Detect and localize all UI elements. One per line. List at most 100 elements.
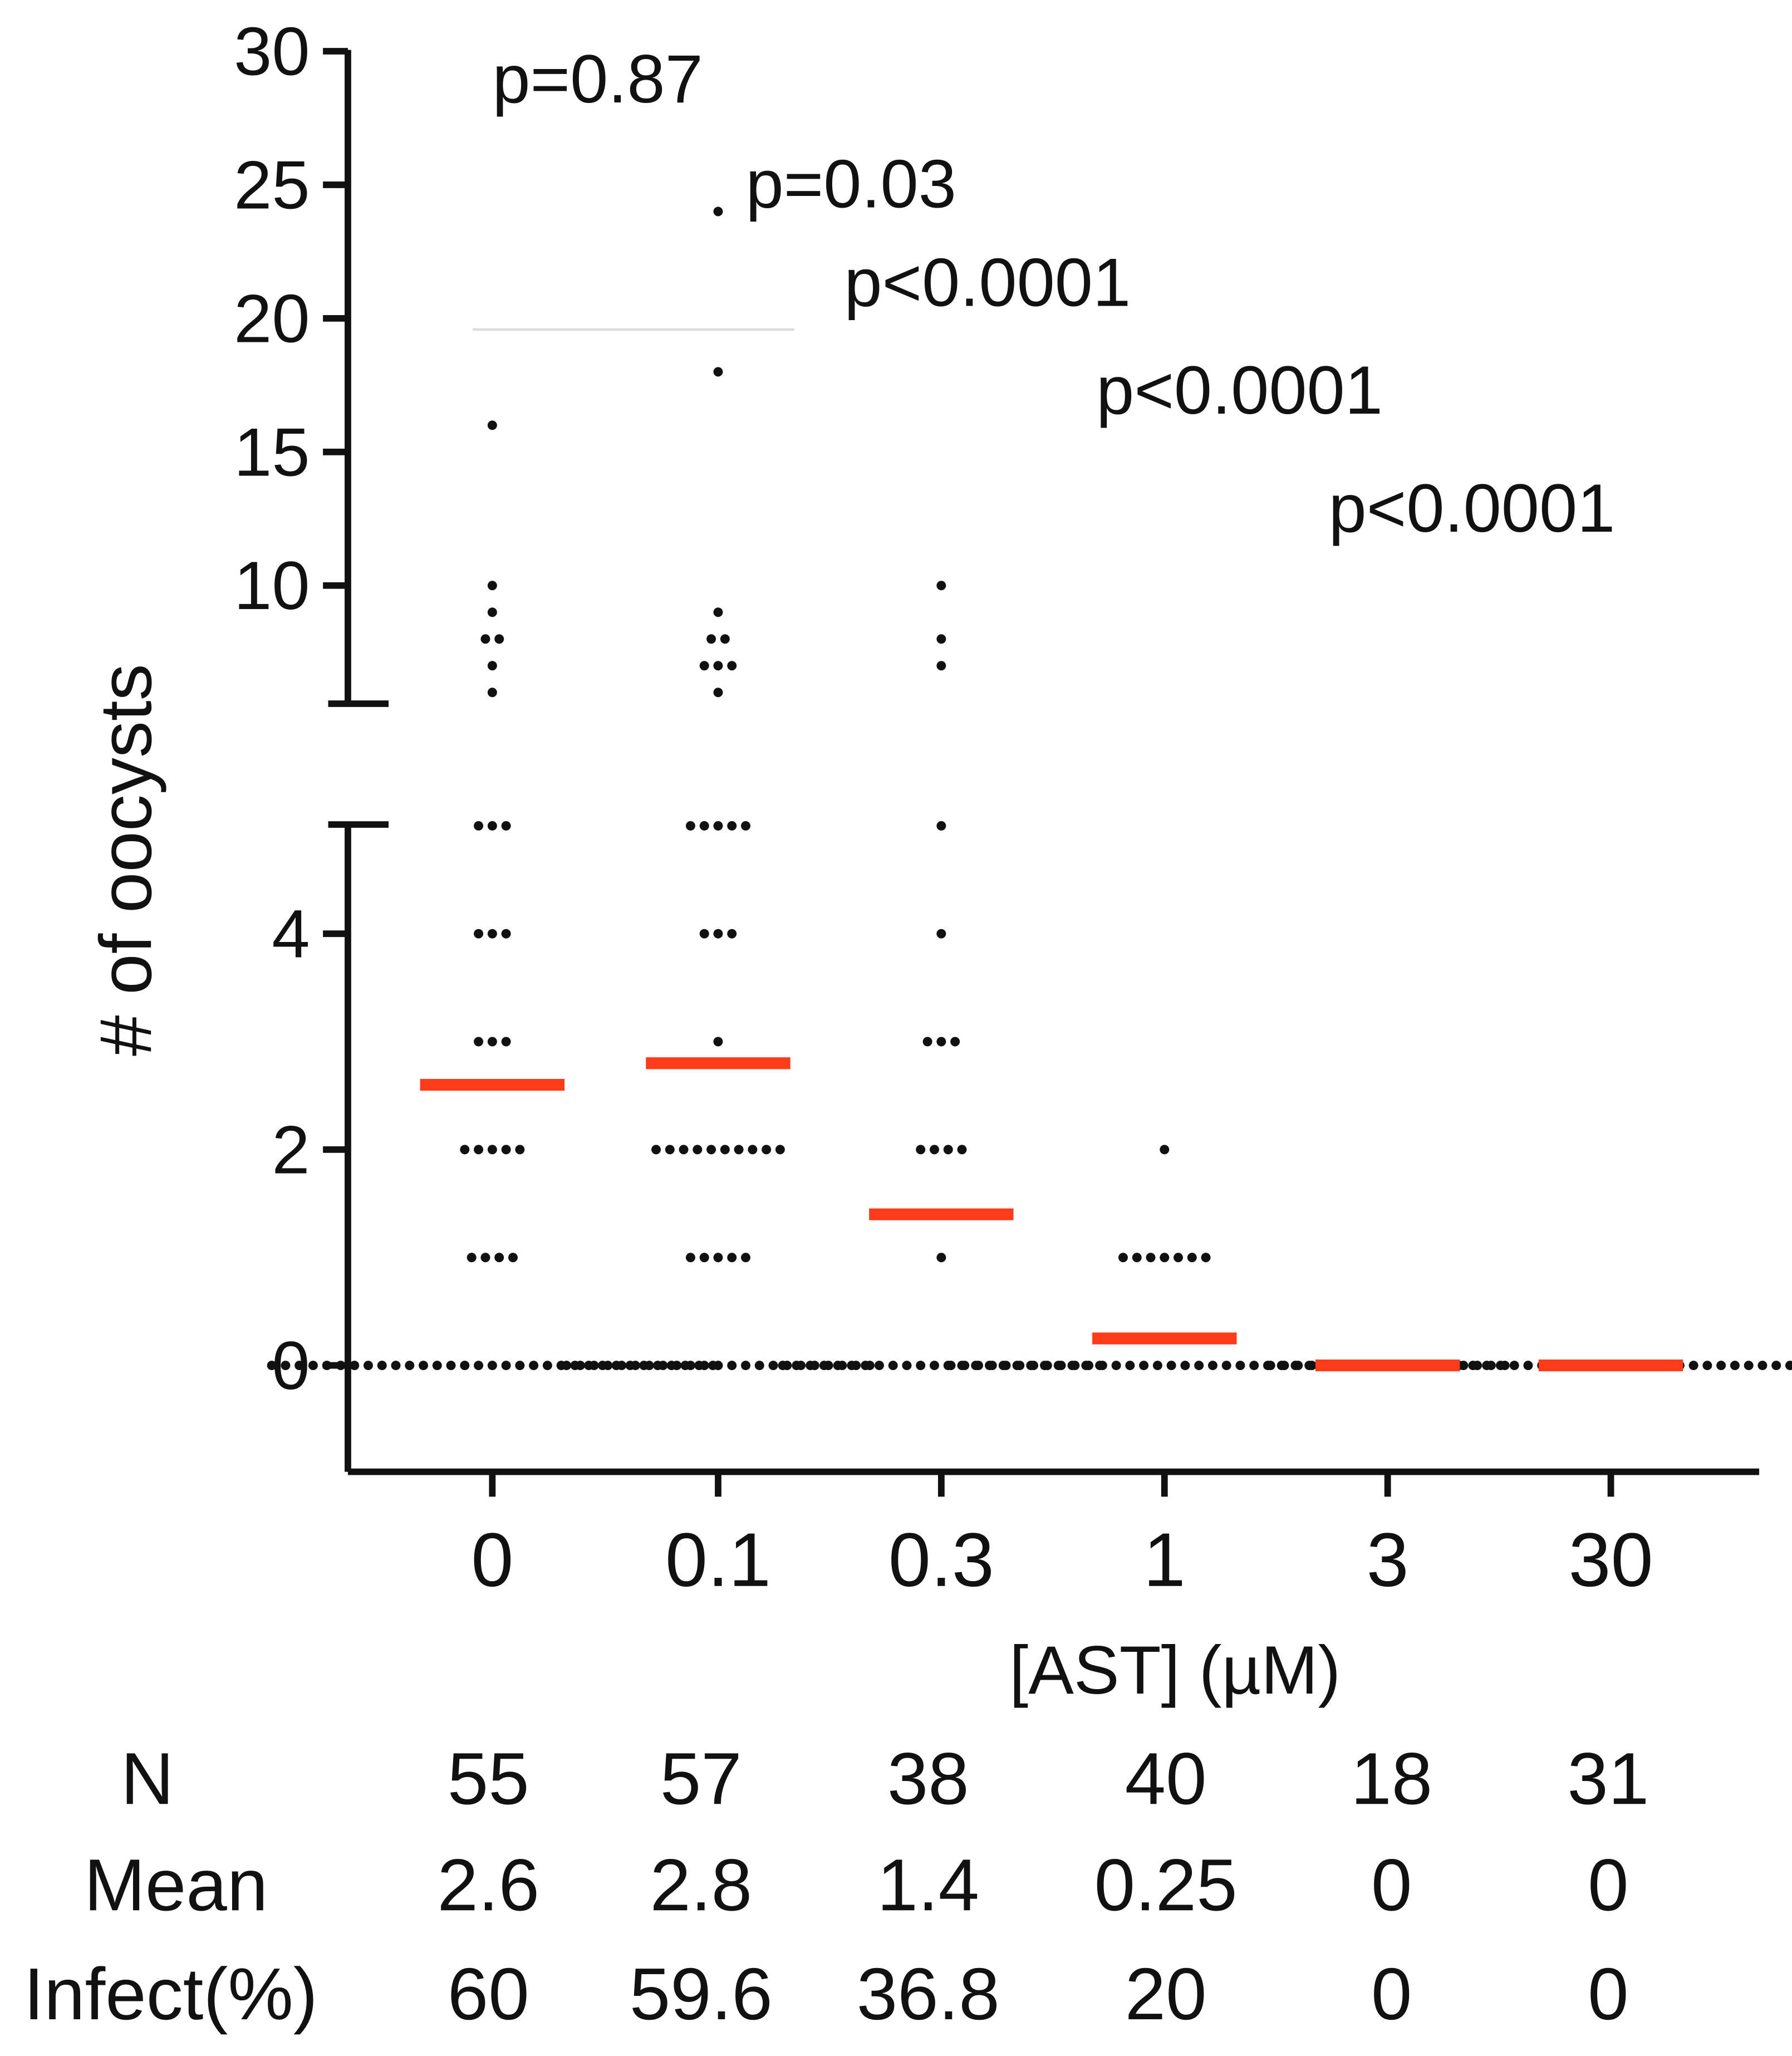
data-point <box>734 1145 744 1155</box>
data-point <box>501 929 511 939</box>
data-point <box>487 581 497 591</box>
data-point <box>727 929 737 939</box>
data-point <box>1152 1361 1162 1371</box>
data-point <box>1509 1361 1519 1371</box>
table-cell: 38 <box>887 1737 969 1819</box>
data-point <box>922 1037 932 1047</box>
data-point <box>1146 1253 1156 1263</box>
data-point <box>391 1361 401 1371</box>
data-point <box>487 420 497 430</box>
data-point <box>727 661 737 671</box>
table-cell: 40 <box>1125 1737 1207 1819</box>
data-point <box>727 1361 737 1371</box>
data-point <box>1249 1361 1259 1371</box>
data-point <box>699 1253 709 1263</box>
data-point <box>946 1361 956 1371</box>
data-point <box>1207 1361 1217 1371</box>
y-tick-label: 25 <box>234 146 310 223</box>
data-point <box>501 1145 511 1155</box>
data-point <box>693 1145 703 1155</box>
data-point <box>861 1361 871 1371</box>
data-point <box>487 661 497 671</box>
data-point <box>1042 1361 1052 1371</box>
data-point <box>1307 1361 1317 1371</box>
p-value-label: p=0.87 <box>492 41 703 117</box>
data-point <box>281 1361 291 1371</box>
table-cell: 31 <box>1567 1737 1649 1819</box>
data-point <box>460 1361 470 1371</box>
table-cell: 2.6 <box>437 1843 539 1926</box>
data-point <box>474 1037 484 1047</box>
data-point <box>377 1361 387 1371</box>
data-point <box>960 1361 970 1371</box>
data-point <box>1160 1145 1170 1155</box>
data-point <box>589 1361 599 1371</box>
data-point <box>713 688 723 698</box>
data-point <box>706 634 716 644</box>
data-point <box>727 1253 737 1263</box>
data-point <box>419 1361 429 1371</box>
data-point <box>474 821 484 831</box>
data-point <box>508 1253 518 1263</box>
data-point <box>617 1361 627 1371</box>
data-point <box>775 1145 785 1155</box>
data-point <box>768 1361 778 1371</box>
table-cell: 0 <box>1588 1952 1628 2035</box>
data-point <box>575 1361 585 1371</box>
y-tick-label: 2 <box>272 1111 310 1188</box>
table-cell: 0 <box>1371 1952 1412 2035</box>
data-point <box>542 1361 552 1371</box>
y-tick-label: 30 <box>234 13 310 89</box>
data-point <box>363 1361 373 1371</box>
y-axis-label: # of oocysts <box>84 664 166 1056</box>
data-point <box>1029 1361 1039 1371</box>
data-point <box>713 1253 723 1263</box>
data-point <box>1070 1361 1080 1371</box>
data-point <box>1166 1361 1176 1371</box>
data-point <box>706 1145 716 1155</box>
data-point <box>1056 1361 1066 1371</box>
data-point <box>487 1037 497 1047</box>
data-point <box>1688 1361 1698 1371</box>
x-tick-label: 0.3 <box>888 1517 994 1602</box>
data-point <box>1730 1361 1740 1371</box>
data-point <box>973 1361 983 1371</box>
data-point <box>487 821 497 831</box>
data-point <box>713 207 723 217</box>
data-point <box>1523 1361 1533 1371</box>
data-point <box>672 1361 682 1371</box>
data-point <box>630 1361 640 1371</box>
x-tick-label: 1 <box>1143 1517 1186 1602</box>
table-cell: 0.25 <box>1094 1843 1238 1926</box>
p-value-label: p=0.03 <box>745 146 956 222</box>
data-point <box>1235 1361 1245 1371</box>
data-point <box>957 1145 967 1155</box>
data-point <box>1201 1253 1211 1263</box>
data-point <box>1160 1253 1170 1263</box>
data-point <box>432 1361 442 1371</box>
data-point <box>1125 1361 1135 1371</box>
data-point <box>658 1361 668 1371</box>
data-point <box>713 821 723 831</box>
data-point <box>1265 1361 1275 1371</box>
table-cell: 0 <box>1371 1843 1412 1926</box>
data-point <box>474 1145 484 1155</box>
data-point <box>446 1361 456 1371</box>
table-row-label: Mean <box>84 1843 268 1926</box>
data-point <box>748 1145 758 1155</box>
y-tick-label: 20 <box>234 280 310 356</box>
data-point <box>267 1361 277 1371</box>
data-point <box>699 929 709 939</box>
data-point <box>1757 1361 1768 1371</box>
data-point <box>350 1361 360 1371</box>
data-point <box>847 1361 857 1371</box>
x-tick-label: 0 <box>471 1517 513 1602</box>
table-cell: 20 <box>1125 1952 1207 2035</box>
data-point <box>792 1361 802 1371</box>
data-point <box>936 634 946 644</box>
data-point <box>494 1253 504 1263</box>
data-point <box>936 661 946 671</box>
x-tick-label: 3 <box>1367 1517 1409 1602</box>
data-point <box>1716 1361 1726 1371</box>
